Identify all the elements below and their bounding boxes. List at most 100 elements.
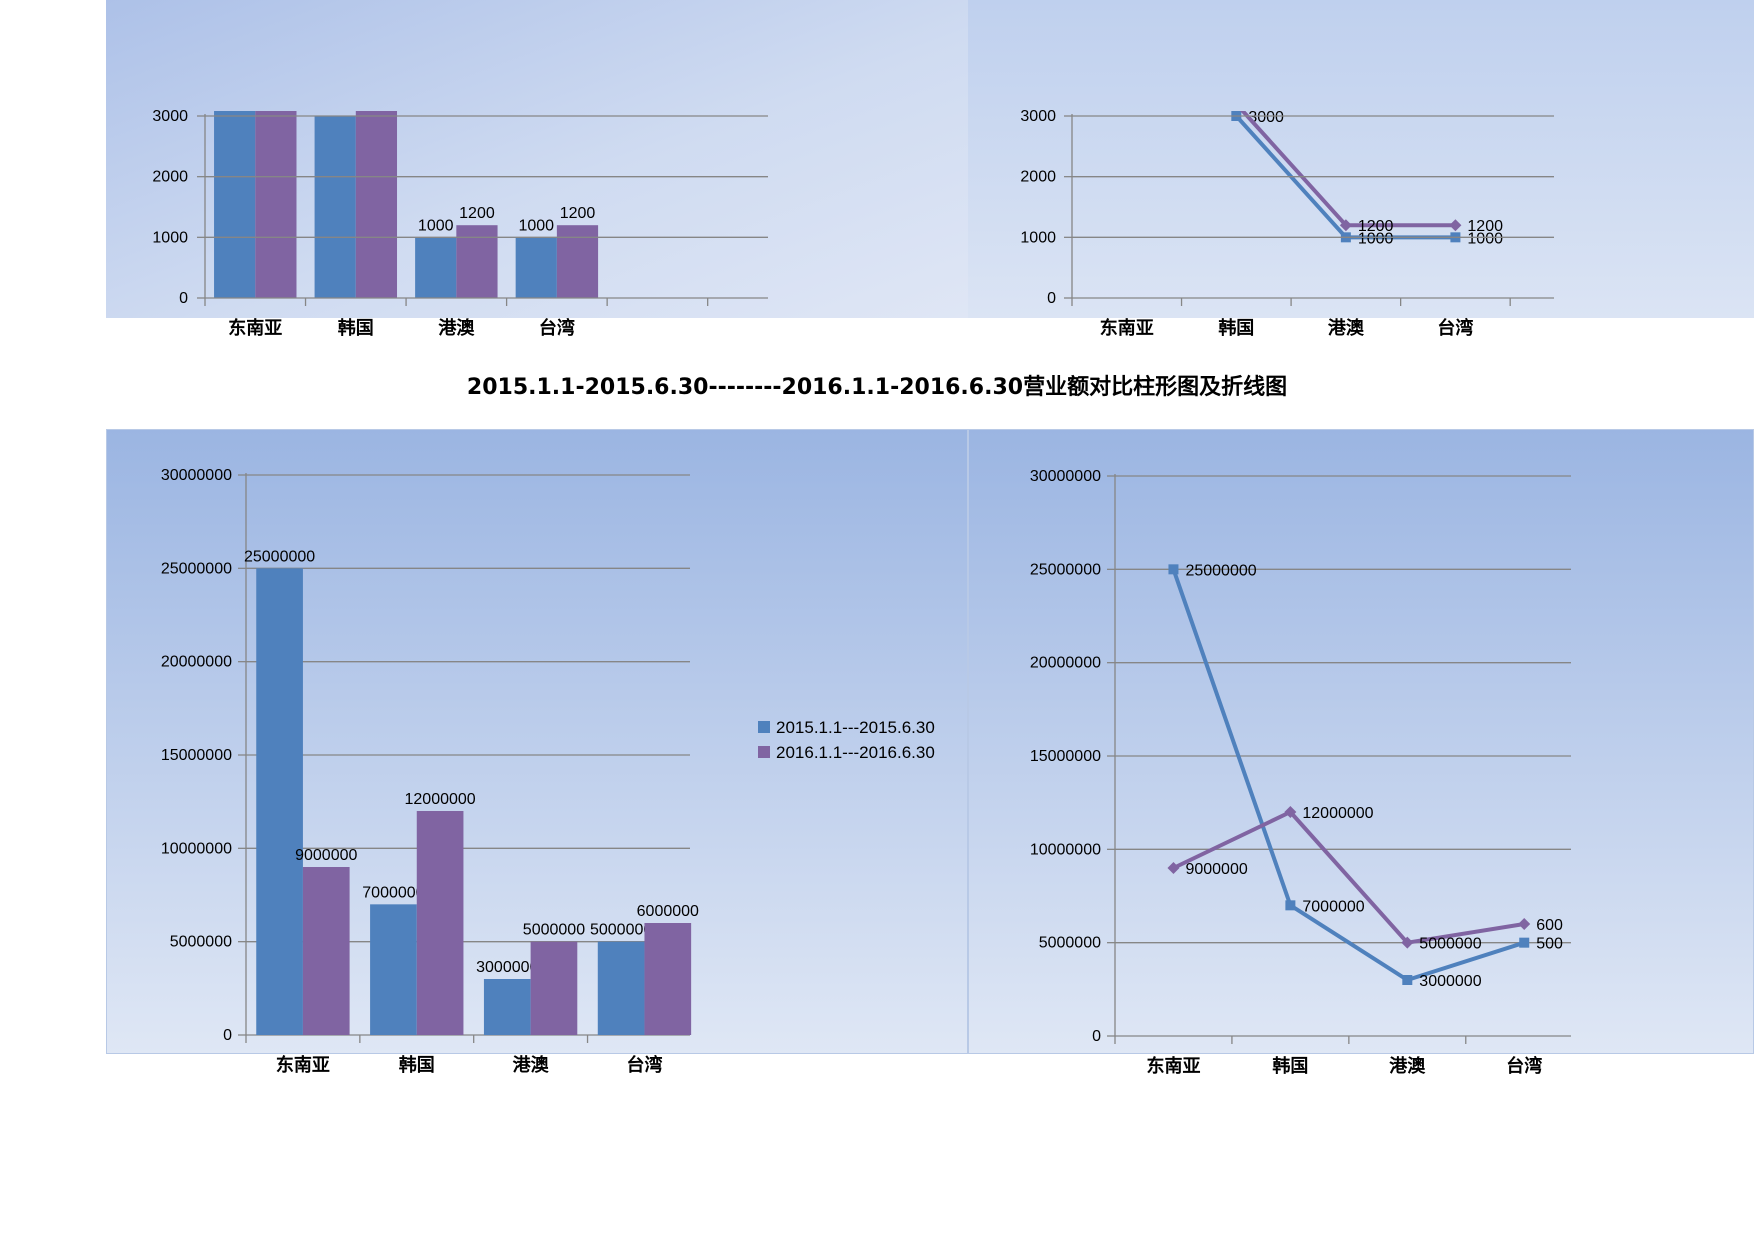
legend-swatch (758, 746, 770, 758)
data-label: 12000000 (405, 791, 476, 808)
bottom-line-chart-panel: 0 5000000 10000000 15000000 20000000 25000000… (968, 429, 1754, 1089)
x-category-label: 韩国 (338, 317, 374, 339)
point-marker (1167, 862, 1180, 874)
bar (355, 111, 398, 298)
data-label: 1200 (560, 205, 596, 222)
y-tick-label: 30000000 (1030, 468, 1101, 485)
bar (370, 904, 417, 1035)
data-label: 5000000 (523, 922, 585, 939)
bar (256, 568, 303, 1035)
x-category-label: 东南亚 (276, 1054, 330, 1076)
legend-label: 2016.1.1---2016.6.30 (776, 743, 935, 762)
y-tick-label: 10000000 (161, 840, 232, 857)
data-label: 3000000 (476, 959, 538, 976)
point-marker (1518, 918, 1531, 930)
x-category-label: 东南亚 (1146, 1055, 1200, 1077)
y-tick-label: 25000000 (161, 560, 232, 577)
data-label: 9000000 (295, 847, 357, 864)
data-label: 1000 (1467, 230, 1503, 247)
point-marker (1168, 564, 1179, 575)
data-label: 1200 (1358, 218, 1394, 235)
plot-area (214, 111, 599, 298)
x-category-label: 台湾 (1506, 1055, 1542, 1077)
x-category-label: 港澳 (1328, 317, 1365, 339)
y-tick-label: 0 (1092, 1028, 1101, 1045)
point-marker (1402, 975, 1413, 985)
x-category-label: 韩国 (1218, 317, 1254, 339)
y-tick-label: 10000000 (1030, 841, 1101, 858)
y-tick-label: 0 (1047, 290, 1056, 307)
data-label: 6000000 (637, 903, 699, 920)
bar (515, 237, 557, 298)
bar (314, 116, 356, 298)
point-marker (1284, 806, 1297, 818)
data-label: 25000000 (244, 548, 315, 565)
data-label: 5000000 (590, 922, 652, 939)
y-tick-label: 3000 (152, 108, 188, 125)
data-label: 1000 (1358, 230, 1394, 247)
x-category-label: 港澳 (1389, 1055, 1426, 1077)
x-category-label: 台湾 (539, 317, 575, 339)
bar (644, 923, 692, 1035)
bar (416, 811, 464, 1035)
x-category-label: 台湾 (1437, 317, 1473, 339)
data-label: 9000000 (1185, 861, 1247, 878)
x-category-label: 东南亚 (228, 317, 282, 339)
bar (302, 867, 350, 1035)
bottom-bar-chart-panel: 0 5000000 10000000 15000000 20000000 25000000… (106, 429, 968, 1089)
point-marker (1401, 936, 1414, 949)
data-label: 600 (1536, 917, 1563, 934)
bar (415, 237, 457, 298)
x-category-label: 东南亚 (1100, 317, 1154, 339)
top-bar-chart: 0 1000 2000 3000 东南亚 韩国 港澳 台湾 1000 1000 1200 1200 (106, 0, 968, 339)
y-tick-label: 1000 (152, 229, 188, 246)
bottom-line-chart: 0 5000000 10000000 15000000 20000000 25000000… (968, 429, 1754, 1077)
data-label: 1200 (1467, 218, 1503, 235)
y-tick-label: 5000000 (170, 934, 232, 951)
y-tick-label: 20000000 (161, 654, 232, 671)
data-label: 3000 (1248, 109, 1284, 126)
top-bar-chart-panel: 0 1000 2000 3000 东南亚 韩国 港澳 台湾 1000 1000 1200 1200 (106, 0, 968, 350)
y-tick-label: 2000 (152, 169, 188, 186)
y-tick-label: 0 (179, 290, 188, 307)
data-label: 7000000 (1302, 898, 1364, 915)
point-marker (1339, 219, 1352, 232)
y-tick-label: 5000000 (1039, 935, 1101, 952)
x-category-label: 韩国 (1272, 1055, 1308, 1077)
y-tick-label: 20000000 (1030, 655, 1101, 672)
data-label: 12000000 (1302, 805, 1373, 822)
x-category-label: 韩国 (399, 1054, 435, 1076)
bar (456, 225, 498, 298)
data-label: 500 (1536, 936, 1563, 953)
y-tick-label: 25000000 (1030, 561, 1101, 578)
y-tick-label: 3000 (1020, 108, 1056, 125)
data-label: 3000000 (1419, 973, 1481, 990)
bar (530, 941, 578, 1035)
y-tick-label: 15000000 (1030, 748, 1101, 765)
data-label: 7000000 (362, 884, 424, 901)
x-category-label: 港澳 (513, 1054, 550, 1076)
chart-background (968, 0, 1754, 318)
data-label: 1000 (518, 217, 554, 234)
point-marker (1285, 900, 1296, 911)
y-tick-label: 15000000 (161, 747, 232, 764)
legend-label: 2015.1.1---2015.6.30 (776, 718, 935, 737)
y-tick-label: 30000000 (161, 467, 232, 484)
bottom-bar-chart: 0 5000000 10000000 15000000 20000000 25000000… (106, 429, 968, 1076)
bar (483, 979, 531, 1035)
y-tick-label: 2000 (1020, 169, 1056, 186)
bar (255, 111, 297, 298)
x-category-label: 台湾 (626, 1054, 662, 1076)
bar (556, 225, 599, 298)
series-line (1172, 810, 1525, 945)
chart-background (968, 429, 1754, 1054)
point-marker (1519, 937, 1530, 948)
page-title: 2015.1.1-2015.6.30--------2016.1.1-2016.… (466, 375, 1288, 400)
data-label: 5000000 (1419, 936, 1481, 953)
y-tick-label: 0 (223, 1027, 232, 1044)
series-line (1171, 568, 1525, 982)
x-category-label: 港澳 (438, 317, 475, 339)
bar (214, 111, 256, 298)
data-label: 1000 (418, 217, 454, 234)
